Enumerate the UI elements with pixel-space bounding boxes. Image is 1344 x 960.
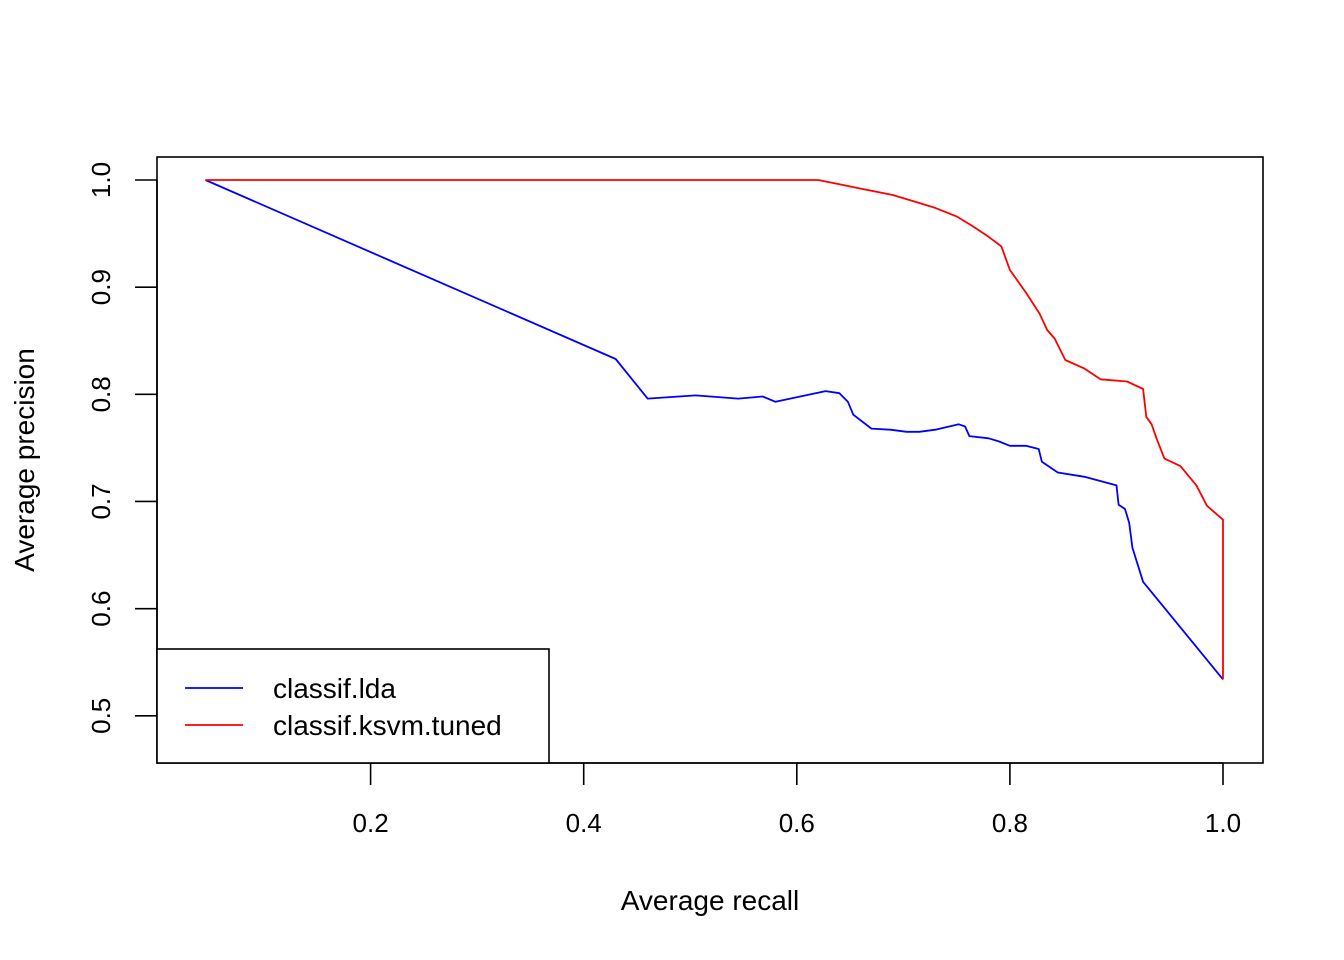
legend-label-lda: classif.lda: [273, 673, 396, 704]
y-tick-label: 0.7: [86, 483, 116, 519]
y-tick-label: 0.5: [86, 698, 116, 734]
x-tick-label: 1.0: [1205, 808, 1241, 838]
series-line-classif-lda: [205, 179, 1224, 680]
x-axis-title: Average recall: [621, 885, 799, 916]
x-tick-label: 0.4: [566, 808, 602, 838]
y-axis-title: Average precision: [9, 348, 40, 572]
y-tick-label: 0.8: [86, 376, 116, 412]
y-tick-label: 1.0: [86, 162, 116, 198]
x-tick-label: 0.6: [779, 808, 815, 838]
legend: classif.lda classif.ksvm.tuned: [156, 648, 550, 764]
series-layer: [205, 179, 1224, 680]
legend-box: [156, 648, 550, 764]
legend-label-ksvm-tuned: classif.ksvm.tuned: [273, 710, 502, 741]
y-tick-label: 0.6: [86, 591, 116, 627]
series-line-classif-ksvm-tuned: [205, 179, 1224, 680]
y-tick-label: 0.9: [86, 269, 116, 305]
x-tick-label: 0.2: [353, 808, 389, 838]
y-axis: 0.5 0.6 0.7 0.8 0.9 1.0: [86, 162, 158, 734]
x-tick-label: 0.8: [992, 808, 1028, 838]
